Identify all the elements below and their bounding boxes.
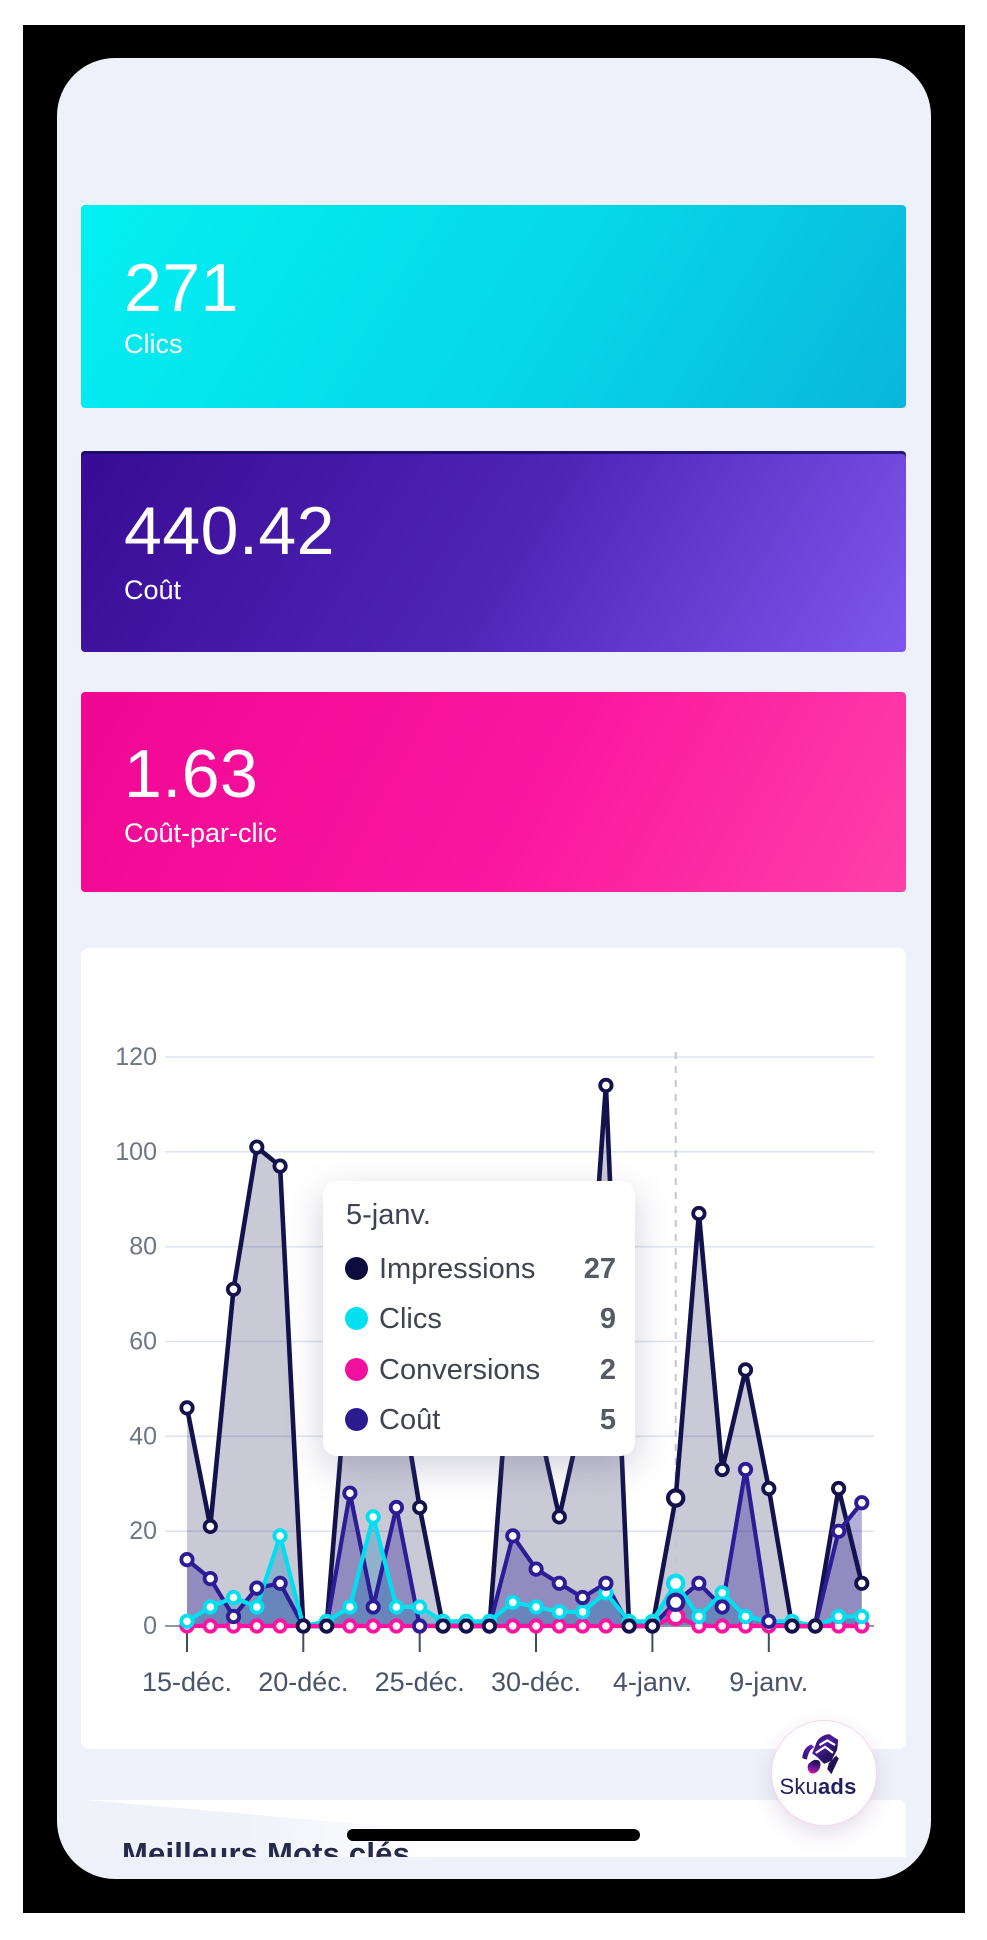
svg-text:20-déc.: 20-déc.: [258, 1667, 348, 1697]
svg-text:9-janv.: 9-janv.: [729, 1667, 808, 1697]
svg-text:20: 20: [129, 1517, 157, 1545]
svg-text:120: 120: [115, 1043, 157, 1071]
svg-text:25-déc.: 25-déc.: [375, 1667, 465, 1697]
svg-text:0: 0: [143, 1612, 157, 1640]
svg-text:80: 80: [129, 1233, 157, 1261]
svg-text:100: 100: [115, 1138, 157, 1166]
svg-text:30-déc.: 30-déc.: [491, 1667, 581, 1697]
svg-text:60: 60: [129, 1328, 157, 1356]
svg-text:4-janv.: 4-janv.: [613, 1667, 692, 1697]
svg-text:15-déc.: 15-déc.: [142, 1667, 232, 1697]
svg-text:40: 40: [129, 1422, 157, 1450]
